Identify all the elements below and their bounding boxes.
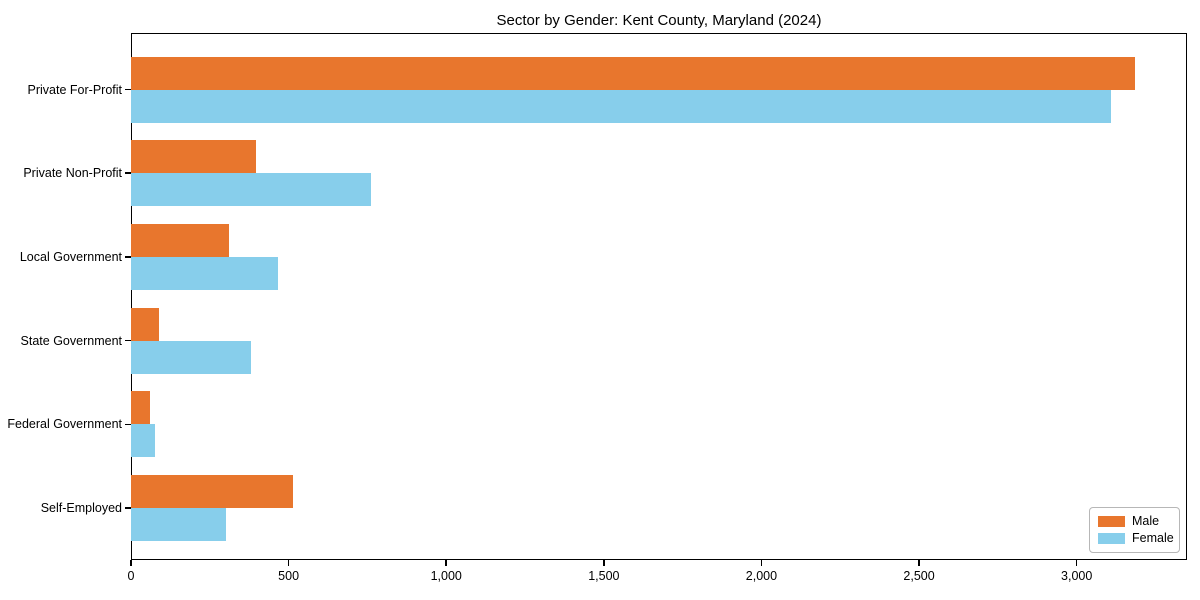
y-tick-private-for-profit (125, 88, 131, 91)
bar-male-local-government (131, 223, 229, 257)
legend-item-male: Male (1098, 515, 1171, 528)
bar-male-private-non-profit (131, 140, 256, 174)
y-label-private-for-profit: Private For-Profit (27, 82, 122, 97)
x-tick-label-0: 0 (127, 569, 135, 583)
legend-swatch-female (1098, 533, 1125, 544)
chart-title: Sector by Gender: Kent County, Maryland … (496, 12, 822, 29)
bar-male-self-employed (131, 475, 294, 508)
y-label-private-non-profit: Private Non-Profit (23, 166, 122, 181)
bar-female-state-government (131, 340, 251, 374)
x-tick-1000 (445, 560, 448, 566)
y-tick-private-non-profit (125, 172, 131, 174)
x-tick-label-2000: 2,000 (745, 569, 778, 583)
y-label-state-government: State Government (20, 333, 122, 348)
legend-item-female: Female (1098, 531, 1174, 545)
x-tick-1500 (603, 560, 605, 566)
legend-swatch-male (1098, 516, 1125, 527)
bar-male-private-for-profit (131, 56, 1135, 90)
x-tick-label-500: 500 (278, 569, 300, 583)
legend-label-female: Female (1132, 531, 1174, 545)
x-tick-500 (287, 560, 290, 566)
x-tick-label-3000: 3,000 (1061, 569, 1093, 583)
y-tick-local-government (125, 256, 131, 258)
y-tick-state-government (125, 339, 131, 342)
x-tick-2500 (918, 560, 920, 566)
y-label-self-employed: Self-Employed (40, 501, 122, 515)
x-tick-label-2500: 2,500 (903, 569, 935, 583)
bar-male-federal-government (131, 391, 150, 425)
x-tick-label-1500: 1,500 (588, 569, 620, 583)
y-tick-federal-government (125, 423, 131, 426)
bar-male-state-government (131, 307, 160, 341)
x-tick-2000 (760, 560, 763, 566)
bar-female-local-government (131, 256, 278, 290)
bar-female-self-employed (131, 508, 226, 541)
bar-female-private-non-profit (131, 173, 371, 207)
y-tick-self-employed (125, 507, 131, 509)
legend: Male Female (1089, 507, 1180, 553)
bar-female-federal-government (131, 424, 155, 458)
x-tick-3000 (1075, 560, 1078, 566)
x-tick-label-1000: 1,000 (430, 569, 462, 583)
y-label-local-government: Local Government (19, 249, 122, 264)
x-tick-0 (130, 560, 132, 566)
bar-female-private-for-profit (131, 89, 1112, 123)
legend-label-male: Male (1132, 514, 1160, 528)
y-label-federal-government: Federal Government (7, 417, 122, 432)
